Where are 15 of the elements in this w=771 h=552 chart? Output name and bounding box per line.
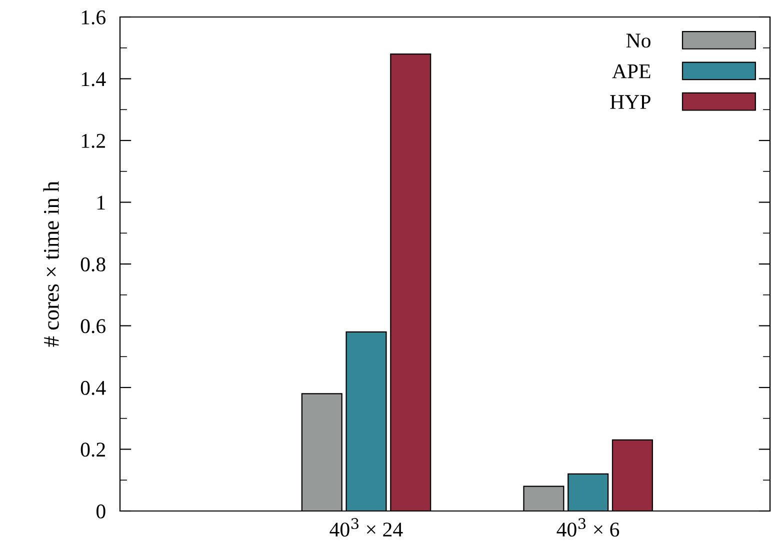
legend-label: HYP [610, 95, 650, 109]
y-tick-label: 0 [96, 504, 106, 518]
x-tick-label: 40$^{3}$ × 24 [330, 518, 403, 537]
y-tick-label: 1.4 [82, 72, 106, 86]
y-tick-label: 1 [98, 196, 105, 210]
y-tick-label: 0.8 [80, 257, 106, 272]
legend-label: No [626, 34, 650, 48]
y-tick-label: 0.4 [80, 380, 106, 396]
x-tick-label: 40$^{3}$ × 6 [556, 518, 620, 537]
y-tick-label: 0.2 [80, 442, 105, 457]
y-tick-label: 1.6 [82, 10, 106, 25]
legend-label: APE [612, 64, 650, 78]
y-axis-title: # cores × time in h [43, 181, 59, 347]
y-tick-label: 0.6 [80, 319, 106, 334]
y-tick-label: 1.2 [82, 134, 105, 148]
